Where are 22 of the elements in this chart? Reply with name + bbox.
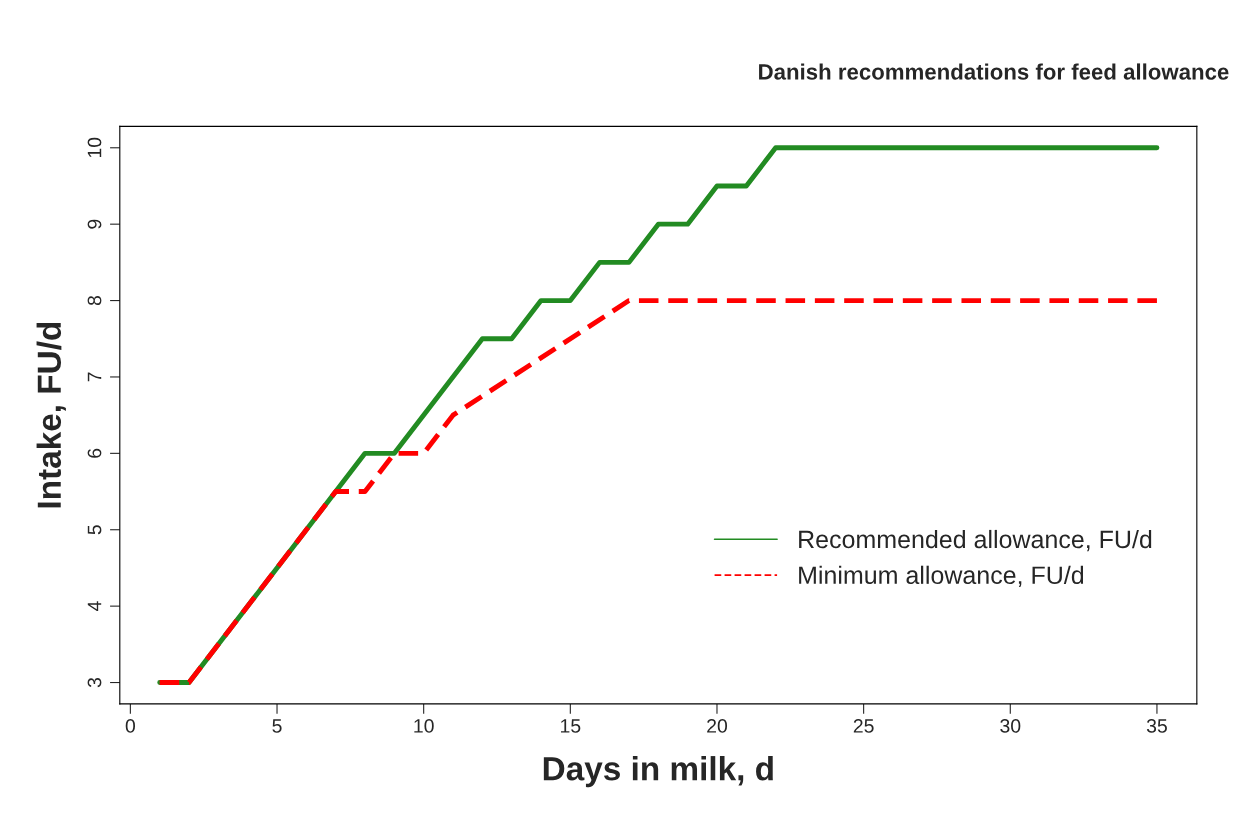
- x-tick-label: 10: [414, 719, 434, 733]
- legend-label: Recommended allowance, FU/d: [799, 529, 1152, 552]
- y-tick-label: 6: [87, 448, 102, 458]
- y-tick-label: 5: [87, 525, 102, 535]
- x-tick-label: 20: [707, 719, 728, 733]
- x-tick-label: 5: [272, 719, 282, 733]
- x-tick-label: 15: [561, 719, 581, 733]
- legend-label: Minimum allowance, FU/d: [799, 565, 1084, 588]
- x-tick-label: 30: [1000, 719, 1021, 733]
- line-series: [157, 298, 1160, 685]
- y-tick-label: 4: [87, 601, 102, 612]
- x-tick-label: 35: [1146, 719, 1167, 733]
- x-axis-title: Days in milk, d: [543, 756, 773, 788]
- x-tick-label: 25: [853, 719, 874, 733]
- x-tick-label: 0: [125, 719, 136, 733]
- y-tick-label: 8: [87, 296, 102, 306]
- chart-title: Danish recommendations for feed allowance: [759, 63, 1229, 80]
- y-axis-title: Intake, FU/d: [36, 322, 66, 508]
- y-tick-label: 7: [87, 372, 102, 382]
- y-tick-label: 3: [87, 677, 102, 688]
- y-tick-label: 9: [87, 219, 102, 229]
- y-tick-label: 10: [87, 137, 102, 158]
